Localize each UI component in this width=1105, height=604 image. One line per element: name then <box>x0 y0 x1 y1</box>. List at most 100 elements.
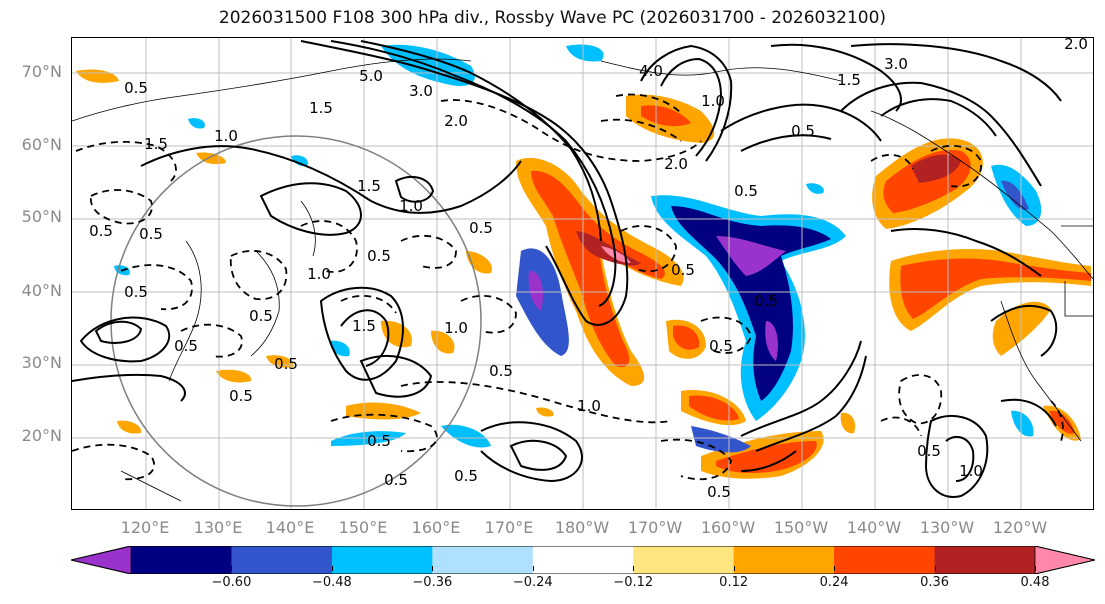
blob-orange-wpac-3 <box>466 251 492 274</box>
colorbar <box>71 546 1095 574</box>
colorbar-cell <box>331 546 433 574</box>
lon-label-150w: 150°W <box>773 518 829 537</box>
contour-label: 0.5 <box>469 219 493 237</box>
blob-red-band <box>531 170 665 368</box>
contour-label: 0.5 <box>384 471 408 489</box>
colorbar-tickmark <box>231 566 233 571</box>
lat-label-70n: 70°N <box>21 62 62 81</box>
colorbar-tickmark <box>1035 566 1036 571</box>
contour-label: 1.5 <box>352 317 376 335</box>
blob-blue-baja <box>1011 410 1034 437</box>
blob-blue-ebering <box>806 183 824 194</box>
lon-label-160e: 160°E <box>411 518 461 537</box>
colorbar-tickmark <box>733 566 735 571</box>
lon-label-160w: 160°W <box>700 518 756 537</box>
contour-label: 0.5 <box>489 362 513 380</box>
colorbar-cells <box>71 546 1095 574</box>
contour-label: 5.0 <box>359 67 383 85</box>
lat-label-60n: 60°N <box>21 135 62 154</box>
contour-label: 1.0 <box>444 319 468 337</box>
blob-orange-sea-2 <box>536 407 554 417</box>
colorbar-tick-label: 0.48 <box>1020 575 1050 590</box>
colorbar-tick-label: −0.48 <box>311 575 352 590</box>
map-panel: 5.0 3.0 1.5 2.0 0.5 1.0 1.5 0.5 0.5 1.5 … <box>71 37 1094 510</box>
lat-label-30n: 30°N <box>21 353 62 372</box>
blob-red-bering <box>641 105 691 127</box>
lon-label-120e: 120°E <box>120 518 170 537</box>
blob-orange-sea-1 <box>117 420 142 434</box>
contour-label: 0.5 <box>709 337 733 355</box>
contour-label: 1.5 <box>309 99 333 117</box>
wave-packet-circle <box>110 135 482 507</box>
lon-label-150e: 150°E <box>338 518 388 537</box>
blob-blue-nw-2 <box>188 118 205 129</box>
contour-label: 2.0 <box>1064 38 1088 53</box>
positive-contours <box>72 40 1062 498</box>
colorbar-cell <box>633 546 735 574</box>
contour-label: 1.0 <box>577 397 601 415</box>
lon-label-170w: 170°W <box>627 518 683 537</box>
contour-label: 2.0 <box>444 112 468 130</box>
contour-label: 1.5 <box>357 177 381 195</box>
blob-blue-wpac-1 <box>331 431 406 446</box>
lon-label-140w: 140°W <box>846 518 902 537</box>
blob-orange-wpac <box>381 320 412 348</box>
lat-label-50n: 50°N <box>21 207 62 226</box>
blob-orange-japan <box>216 369 252 383</box>
contour-label: 2.0 <box>664 155 688 173</box>
contour-label: 0.5 <box>707 483 731 501</box>
contour-label: 0.5 <box>917 442 941 460</box>
contour-label: 0.5 <box>367 247 391 265</box>
colorbar-tick-label: −0.12 <box>613 575 654 590</box>
blob-darkblue-central <box>671 206 831 401</box>
blob-red-subtrop-2 <box>689 395 739 421</box>
colorbar-cell <box>231 546 333 574</box>
graticule <box>72 38 1093 509</box>
colorbar-cell <box>733 546 835 574</box>
contour-label: 0.5 <box>124 283 148 301</box>
contour-label: 0.5 <box>454 467 478 485</box>
contour-label: 0.5 <box>139 225 163 243</box>
contour-label: 1.0 <box>214 127 238 145</box>
contour-label: 1.0 <box>959 462 983 480</box>
blob-orange-us-east <box>992 301 1051 356</box>
blob-purple-central <box>716 236 786 276</box>
contour-label: 0.5 <box>174 337 198 355</box>
contour-label: 0.5 <box>274 355 298 373</box>
colorbar-cell <box>532 546 634 574</box>
contour-label: 0.5 <box>367 432 391 450</box>
contour-label: 0.5 <box>734 182 758 200</box>
colorbar-tick-label: 0.12 <box>719 575 749 590</box>
colorbar-tickmark <box>331 566 333 571</box>
contour-label: 0.5 <box>249 307 273 325</box>
blob-darkblue-west-us <box>1001 180 1029 210</box>
blob-red-subtrop-3 <box>716 441 817 474</box>
contour-label: 3.0 <box>884 55 908 73</box>
colorbar-tick-label: 0.36 <box>920 575 950 590</box>
contour-label: 0.5 <box>671 261 695 279</box>
blob-blue-wpac-3 <box>329 340 350 357</box>
colorbar-tick-label: −0.36 <box>412 575 453 590</box>
contour-label: 0.5 <box>89 222 113 240</box>
negative-contours <box>72 93 1064 481</box>
lon-label-130e: 130°E <box>193 518 243 537</box>
coastlines <box>72 58 1093 502</box>
colorbar-cell <box>934 546 1036 574</box>
blob-blue-wpac-2 <box>441 424 491 448</box>
colorbar-tick-label: −0.24 <box>512 575 553 590</box>
contour-label: 0.5 <box>229 387 253 405</box>
lon-label-130w: 130°W <box>919 518 975 537</box>
contour-label: 1.0 <box>399 197 423 215</box>
contour-label: 3.0 <box>409 82 433 100</box>
contour-label: 0.5 <box>124 79 148 97</box>
blob-orange-nw-1 <box>76 69 119 83</box>
colorbar-cell <box>131 546 232 574</box>
contour-labels: 5.0 3.0 1.5 2.0 0.5 1.0 1.5 0.5 0.5 1.5 … <box>89 38 1088 501</box>
colorbar-tickmark <box>633 566 635 571</box>
blob-blue-n-japan <box>291 155 308 167</box>
plot-title: 2026031500 F108 300 hPa div., Rossby Wav… <box>218 8 887 28</box>
lat-label-20n: 20°N <box>21 426 62 445</box>
contour-label: 0.5 <box>791 122 815 140</box>
colorbar-tick-label: −0.60 <box>211 575 252 590</box>
blob-orange-wpac-4 <box>346 402 421 420</box>
